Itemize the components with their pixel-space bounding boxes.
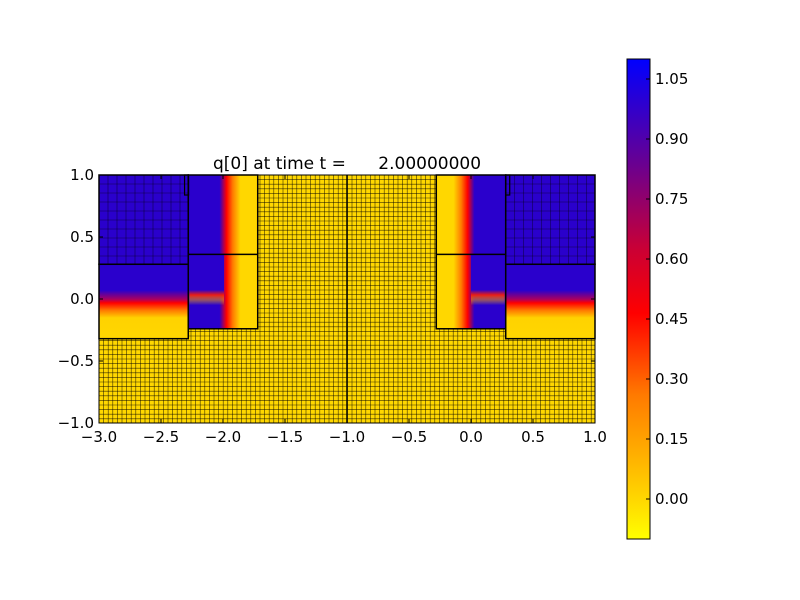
colorbar-tick-label: 0.30 [655, 370, 688, 388]
colorbar-tick-label: 0.45 [655, 310, 688, 328]
x-tick-label: 0.0 [459, 428, 483, 446]
colorbar-tick-label: 0.75 [655, 190, 688, 208]
colorbar [626, 58, 651, 540]
front-corner-left [189, 254, 224, 306]
patch-right-top [505, 175, 595, 265]
y-tick-label: −0.5 [58, 352, 94, 370]
y-tick-label: 0.5 [70, 228, 94, 246]
x-tick-label: −1.0 [329, 428, 365, 446]
colorbar-tick-label: 1.05 [655, 70, 688, 88]
plot-area [98, 174, 596, 424]
x-tick-label: −2.5 [143, 428, 179, 446]
colorbar-ticks: 1.05 0.90 0.75 0.60 0.45 0.30 0.15 0.00 [646, 70, 688, 508]
y-tick-label: −1.0 [58, 414, 94, 432]
colorbar-tick-label: 0.15 [655, 430, 688, 448]
chart-title: q[0] at time t = 2.00000000 [213, 154, 481, 174]
x-tick-label: −0.5 [391, 428, 427, 446]
x-tick-label: −3.0 [81, 428, 117, 446]
x-tick-label: 1.0 [583, 428, 607, 446]
y-axis: 1.0 0.5 0.0 −0.5 −1.0 [58, 166, 595, 432]
patch-right-top-grid [505, 174, 595, 265]
colorbar-tick-label: 0.00 [655, 490, 688, 508]
patch-left-bottom [99, 264, 189, 339]
x-axis: −3.0 −2.5 −2.0 −1.5 −1.0 −0.5 0.0 0.5 1.0 [81, 175, 607, 446]
colorbar-tick-label: 0.60 [655, 250, 688, 268]
front-corner-right [471, 254, 505, 306]
patch-right-column [436, 175, 506, 329]
patch-left-top [99, 175, 189, 265]
y-tick-label: 1.0 [70, 166, 94, 184]
colorbar-tick-label: 0.90 [655, 130, 688, 148]
y-tick-label: 0.0 [70, 290, 94, 308]
x-tick-label: 0.5 [521, 428, 545, 446]
patch-right-bottom [505, 264, 595, 339]
x-tick-label: −1.5 [267, 428, 303, 446]
x-tick-label: −2.0 [205, 428, 241, 446]
